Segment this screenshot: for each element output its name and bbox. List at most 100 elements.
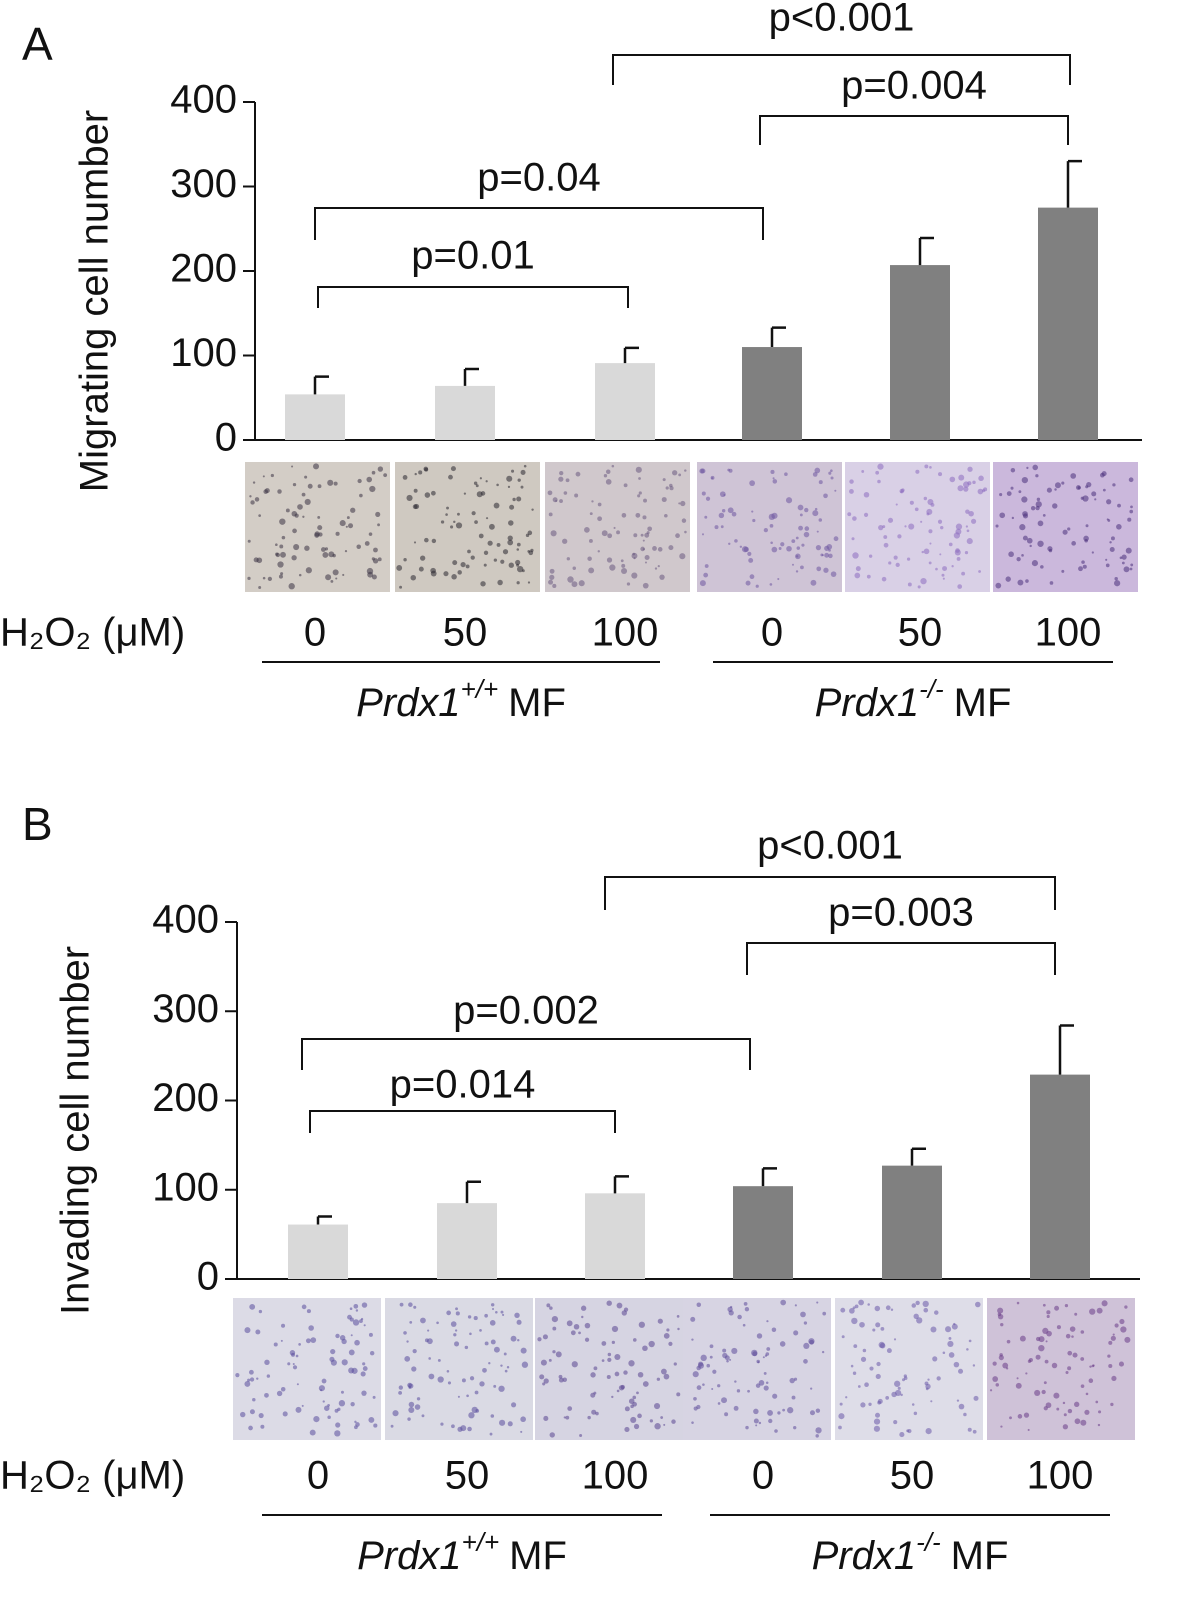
cell-stain (886, 1348, 892, 1354)
cell-stain (368, 532, 373, 536)
cell-stain (947, 1340, 954, 1348)
cell-stain (771, 512, 778, 519)
significance-label: p=0.004 (841, 64, 987, 108)
cell-stain (863, 492, 870, 498)
cell-stain (660, 1368, 667, 1375)
cell-stain (267, 576, 273, 582)
cell-stain (327, 1415, 331, 1420)
bar (742, 347, 802, 440)
cell-stain (344, 550, 348, 553)
cell-stain (864, 1382, 869, 1388)
cell-stain (958, 1368, 964, 1374)
cell-stain (978, 570, 981, 573)
cell-stain (649, 1419, 653, 1423)
significance-bracket (759, 115, 1069, 145)
cell-stain (1080, 496, 1084, 500)
bar (733, 1186, 793, 1279)
cell-stain (1054, 1305, 1060, 1311)
cell-stain (588, 539, 593, 543)
cell-stain (356, 544, 361, 550)
cell-stain (691, 1421, 694, 1424)
cell-stain (623, 1370, 628, 1375)
cell-stain (446, 1310, 452, 1316)
cell-stain (992, 1376, 999, 1382)
gene: Prdx1 (356, 681, 461, 725)
cell-stain (921, 550, 924, 554)
cell-stain (863, 512, 869, 517)
cell-stain (499, 1419, 506, 1426)
cell-stain (249, 1303, 256, 1310)
cell-stain (701, 491, 706, 496)
cell-stain (413, 488, 418, 493)
cell-stain (1019, 1335, 1026, 1342)
cell-stain (809, 1410, 816, 1416)
cell-stain (1021, 496, 1028, 503)
cell-stain (467, 1426, 472, 1432)
cell-stain (849, 1308, 855, 1314)
cell-stain (352, 1319, 360, 1326)
cell-stain (574, 493, 579, 498)
cell-stain (1089, 1365, 1092, 1368)
cell-stain (446, 506, 449, 510)
significance-bracket (612, 54, 1071, 85)
cell-stain (1040, 565, 1044, 569)
error-bar (761, 1167, 777, 1187)
cell-stain (503, 1352, 507, 1356)
x-tick-label: 0 (752, 1454, 774, 1498)
cell-stain (1130, 505, 1133, 509)
cell-stain (1046, 487, 1052, 493)
cell-stain (868, 554, 873, 558)
cell-stain (404, 1355, 411, 1362)
cell-stain (369, 485, 376, 493)
cell-stain (614, 1371, 620, 1377)
cell-stain (1062, 529, 1068, 535)
cell-stain (920, 577, 927, 585)
cell-stain (523, 464, 527, 468)
genotype: -/- (919, 674, 944, 704)
cell-stain (632, 1338, 637, 1342)
cell-stain (891, 1391, 897, 1398)
x-tick-label: 0 (761, 611, 783, 655)
cell-stain (1035, 501, 1042, 508)
cell-stain (795, 553, 801, 560)
cell-stain (414, 472, 417, 476)
x-tick-label: 50 (898, 611, 943, 655)
x-tick-label: 50 (445, 1454, 490, 1498)
cell-stain (772, 477, 775, 480)
cell-stain (611, 1340, 615, 1344)
cell-stain (520, 469, 526, 475)
cell-stain (874, 1305, 881, 1312)
cell-stain (329, 1356, 335, 1362)
cell-stain (1038, 1344, 1045, 1352)
cell-stain (671, 1419, 676, 1424)
cell-stain (734, 539, 738, 543)
cell-stain (875, 1322, 881, 1328)
cell-stain (584, 1337, 590, 1342)
cell-stain (904, 525, 907, 528)
cell-stain (292, 1365, 298, 1370)
cell-stain (1062, 1424, 1069, 1430)
cell-stain (724, 1412, 729, 1417)
cell-stain (681, 518, 687, 523)
cell-stain (428, 1373, 435, 1380)
error-bar (1058, 1024, 1074, 1075)
cell-stain (446, 1370, 450, 1373)
cell-stain (542, 1382, 546, 1386)
cell-stain (799, 513, 803, 517)
cell-stain (1129, 567, 1133, 571)
cell-stain (1031, 560, 1039, 567)
cell-stain (248, 1425, 253, 1431)
cell-stain (642, 515, 647, 520)
cell-stain (611, 1395, 614, 1399)
cell-stain (643, 498, 647, 503)
cell-stain (728, 468, 733, 473)
cell-stain (1118, 1361, 1124, 1367)
cell-stain (341, 1338, 347, 1345)
cell-stain (360, 1371, 366, 1377)
cell-stain (840, 1307, 846, 1313)
cell-stain (873, 1425, 881, 1432)
cell-stain (590, 1372, 596, 1378)
x-tick-label: 100 (1027, 1454, 1094, 1498)
cell-stain (1110, 1335, 1116, 1341)
cell-stain (258, 514, 261, 517)
